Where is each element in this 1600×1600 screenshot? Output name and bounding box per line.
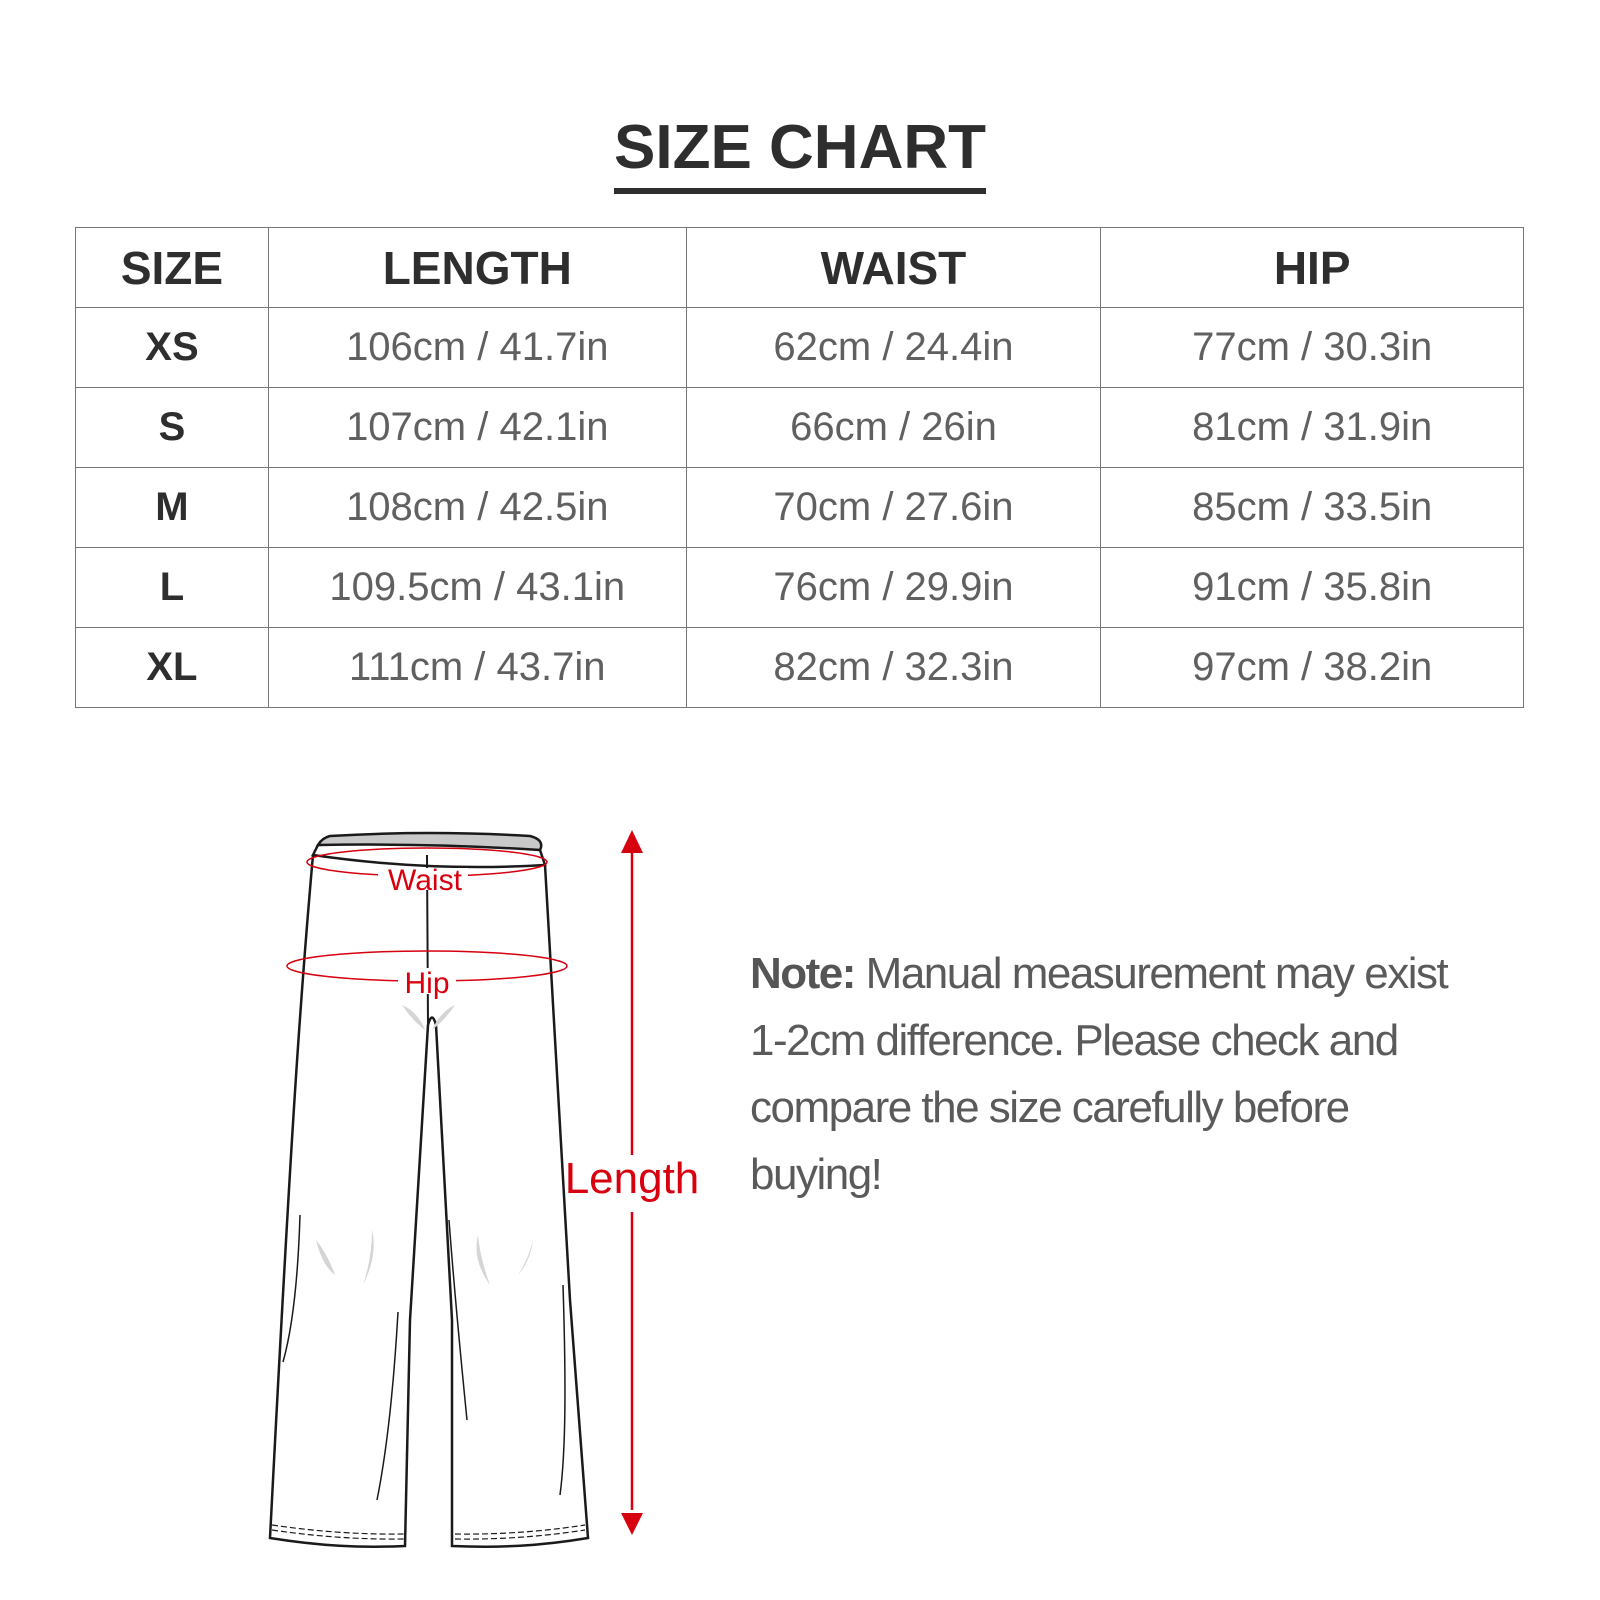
waist-label: Waist [388,864,463,897]
cell-size: M [75,467,269,548]
table-row: XS 106cm / 41.7in 62cm / 24.4in 77cm / 30.3… [75,307,1524,388]
note-text: Manual measurement may exist 1-2cm diffe… [750,949,1449,1199]
cell-waist: 66cm / 26in [685,387,1102,468]
pants-outline [268,831,590,1548]
cell-length: 108cm / 42.5in [267,467,687,548]
cell-hip: 97cm / 38.2in [1100,627,1524,708]
header-size: SIZE [75,227,269,308]
table-row: XL 111cm / 43.7in 82cm / 32.3in 97cm / 38.2… [75,627,1524,708]
table-row: S 107cm / 42.1in 66cm / 26in 81cm / 31.9in [75,387,1524,468]
cell-size: XL [75,627,269,708]
cell-length: 111cm / 43.7in [267,627,687,708]
note-prefix: Note: [750,949,856,998]
cell-size: S [75,387,269,468]
header-hip: HIP [1100,227,1524,308]
size-table: SIZE LENGTH WAIST HIP XS 106cm / 41.7in 62… [75,227,1524,708]
hip-label: Hip [404,967,449,1000]
cell-size: L [75,547,269,628]
note: Note: Manual measurement may exist 1-2cm… [750,940,1450,1208]
cell-waist: 70cm / 27.6in [685,467,1102,548]
cell-size: XS [75,307,269,388]
cell-hip: 77cm / 30.3in [1100,307,1524,388]
cell-length: 109.5cm / 43.1in [267,547,687,628]
arrow-up-icon [621,830,643,853]
table-row: L 109.5cm / 43.1in 76cm / 29.9in 91cm / 35.… [75,547,1524,628]
cell-hip: 81cm / 31.9in [1100,387,1524,468]
table-row: M 108cm / 42.5in 70cm / 27.6in 85cm / 33.5i… [75,467,1524,548]
table-header-row: SIZE LENGTH WAIST HIP [75,227,1524,308]
header-waist: WAIST [685,227,1102,308]
page-title: SIZE CHART [0,112,1600,194]
cell-waist: 76cm / 29.9in [685,547,1102,628]
header-length: LENGTH [267,227,687,308]
length-label: Length [565,1154,700,1203]
cell-waist: 62cm / 24.4in [685,307,1102,388]
arrow-down-icon [621,1513,643,1535]
cell-hip: 85cm / 33.5in [1100,467,1524,548]
fold-shading [316,1005,533,1285]
cell-waist: 82cm / 32.3in [685,627,1102,708]
